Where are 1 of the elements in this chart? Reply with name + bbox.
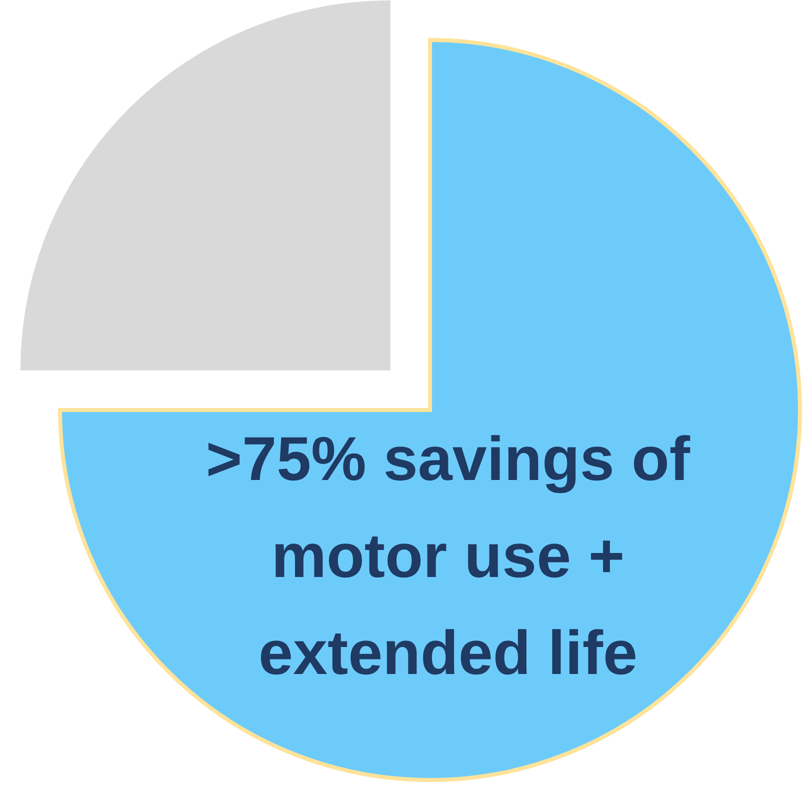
text: >75% savings of motor use + extended life	[206, 425, 690, 688]
